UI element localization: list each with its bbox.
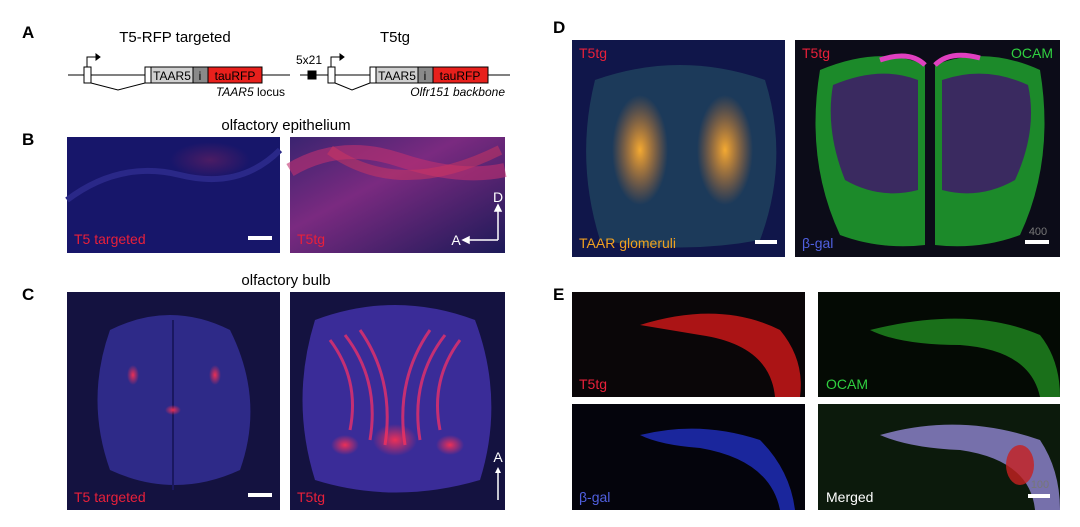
reporter: [207, 66, 263, 84]
image-label: T5tg: [802, 45, 830, 61]
scale-text: 400: [1029, 226, 1047, 238]
axis-label: D: [493, 189, 503, 205]
panel-label: C: [22, 285, 34, 304]
image-label: Merged: [826, 489, 873, 505]
panel-label: B: [22, 130, 34, 149]
image-label: T5tg: [579, 45, 607, 61]
tissue-signal: [880, 424, 1060, 510]
tissue-signal: [870, 318, 1060, 397]
exon: [327, 66, 336, 84]
promoter-arrow: [86, 56, 96, 67]
image-label: OCAM: [1011, 45, 1053, 61]
scale-bar: [1025, 240, 1049, 244]
reporter: [432, 66, 489, 84]
arrow-head: [461, 235, 470, 245]
scale-text: 100: [1031, 479, 1049, 491]
intron-label: i: [424, 69, 427, 83]
splice-line: [334, 82, 371, 91]
arrow-head: [495, 467, 501, 473]
tissue-signal: [640, 428, 795, 510]
arrow-head: [493, 203, 503, 212]
axon: [436, 339, 462, 431]
axon: [343, 334, 374, 441]
construct-title: T5-RFP targeted: [119, 29, 230, 46]
exon-label: TAAR5: [153, 69, 191, 83]
glomeruli: [436, 435, 464, 455]
glomeruli: [373, 424, 417, 456]
tissue-signal: [640, 313, 801, 397]
panel-title: olfactory epithelium: [221, 117, 350, 134]
backbone-label: Olfr151 backbone: [410, 85, 505, 99]
image-label: TAAR glomeruli: [579, 235, 676, 251]
axis-label: A: [451, 232, 461, 248]
orientation-axes: [461, 203, 503, 245]
construct-diagram: [68, 53, 290, 91]
scale-bar: [755, 240, 777, 244]
bulb-core: [942, 73, 1032, 194]
intron-label: i: [199, 69, 202, 83]
image-label: β-gal: [579, 489, 610, 505]
enhancer: [307, 70, 317, 80]
image-label: T5tg: [579, 376, 607, 392]
axon: [328, 339, 354, 431]
glomerulus: [127, 365, 139, 385]
axon: [416, 334, 447, 441]
reporter-label: tauRFP: [440, 69, 481, 83]
promoter-arrow: [330, 56, 340, 67]
tissue-signal: [1006, 445, 1034, 485]
glomerulus: [165, 405, 181, 415]
image-label: T5tg: [297, 489, 325, 505]
panel-title: olfactory bulb: [241, 272, 330, 289]
glomerulus: [209, 365, 221, 385]
scale-bar: [248, 493, 272, 497]
exon-label: TAAR5: [378, 69, 416, 83]
utr: [144, 66, 152, 84]
image-label: β-gal: [802, 235, 833, 251]
panel-label: A: [22, 23, 34, 42]
panel-label: D: [553, 18, 565, 37]
glomeruli: [331, 435, 359, 455]
arrow-head: [95, 53, 101, 61]
image-label: T5 targeted: [74, 231, 146, 247]
reporter-label: tauRFP: [215, 69, 256, 83]
construct-title: T5tg: [380, 29, 410, 46]
taar-signal: [879, 52, 981, 67]
tissue-fold: [65, 147, 283, 203]
tissue-signal: [170, 142, 250, 178]
image-label: T5tg: [297, 231, 325, 247]
taar-glomeruli: [697, 95, 753, 205]
utr: [369, 66, 377, 84]
splice-line: [90, 82, 146, 91]
locus-word: locus: [257, 85, 285, 99]
bulb-core: [830, 73, 918, 194]
bulb: [302, 305, 492, 493]
scale-bar: [1028, 494, 1050, 498]
image-label: T5 targeted: [74, 489, 146, 505]
locus-label: TAAR5 locus: [216, 85, 285, 99]
arrow-head: [339, 53, 345, 61]
exon: [83, 66, 92, 84]
gene: TAAR5: [216, 85, 254, 99]
tissue-signal: [327, 145, 503, 180]
panel-label: E: [553, 285, 564, 304]
axis-label: A: [493, 449, 503, 465]
scale-bar: [248, 236, 272, 240]
taar-glomeruli: [612, 95, 668, 205]
construct-diagram: [300, 53, 510, 91]
tissue-signal: [286, 145, 507, 181]
image-label: OCAM: [826, 376, 868, 392]
enhancer-label: 5x21: [296, 53, 322, 67]
